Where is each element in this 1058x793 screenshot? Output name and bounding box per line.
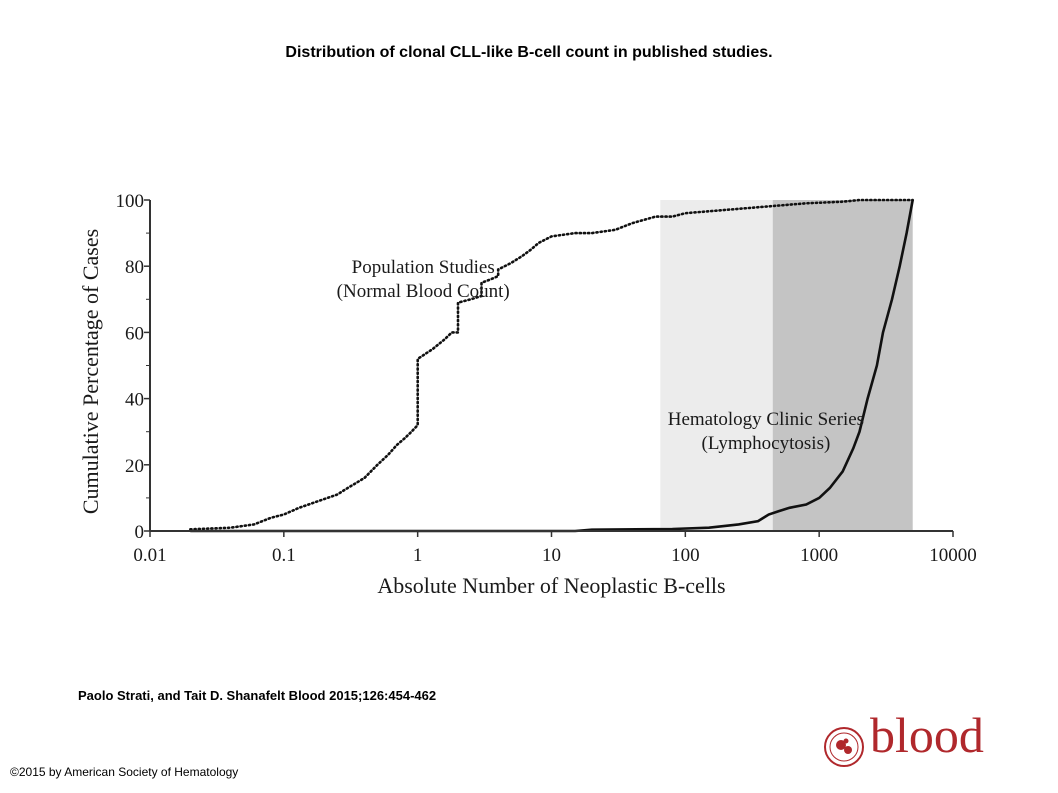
x-tick-label: 1 [413, 545, 423, 566]
annotation-text: Population Studies [352, 257, 495, 278]
chart: 0.01 0.1 1 10 100 1000 10000 0 20 40 60 80 100 Popu… [78, 191, 977, 598]
citation: Paolo Strati, and Tait D. Shanafelt Bloo… [78, 688, 437, 703]
series-line-solid [190, 199, 914, 533]
x-tick-label: 0.1 [272, 545, 296, 566]
x-tick-labels: 0.01 0.1 1 10 100 1000 10000 [133, 531, 977, 566]
y-tick-labels: 0 20 40 60 80 100 [116, 191, 150, 543]
x-tick-label: 10000 [929, 545, 977, 566]
y-tick-label: 60 [125, 323, 144, 344]
copyright: ©2015 by American Society of Hematology [10, 765, 239, 779]
x-tick-label: 10 [542, 545, 561, 566]
slide-title: Distribution of clonal CLL-like B-cell c… [285, 44, 773, 61]
y-tick-label: 100 [116, 191, 145, 212]
blood-logo: blood [820, 710, 1010, 772]
y-axis-label: Cumulative Percentage of Cases [78, 229, 103, 514]
shaded-regions [660, 200, 913, 531]
society-seal-icon [824, 727, 864, 767]
shaded-region-0 [660, 200, 773, 531]
y-tick-label: 0 [135, 522, 145, 543]
annotations: Population Studies (Normal Blood Count) He… [337, 257, 864, 454]
annotation-text: (Lymphocytosis) [702, 433, 831, 454]
x-tick-label: 1000 [800, 545, 838, 566]
annotation-text: Hematology Clinic Series [668, 409, 864, 430]
y-tick-label: 40 [125, 390, 144, 411]
x-axis-label: Absolute Number of Neoplastic B-cells [377, 573, 725, 598]
annotation-text: (Normal Blood Count) [337, 281, 510, 302]
blood-wordmark: blood [870, 707, 984, 763]
y-tick-label: 20 [125, 456, 144, 477]
series-line-dotted [189, 198, 914, 531]
shaded-region-1 [772, 200, 913, 531]
series-lines [189, 198, 914, 533]
x-tick-label: 100 [671, 545, 700, 566]
x-tick-label: 0.01 [133, 545, 166, 566]
y-tick-label: 80 [125, 257, 144, 278]
